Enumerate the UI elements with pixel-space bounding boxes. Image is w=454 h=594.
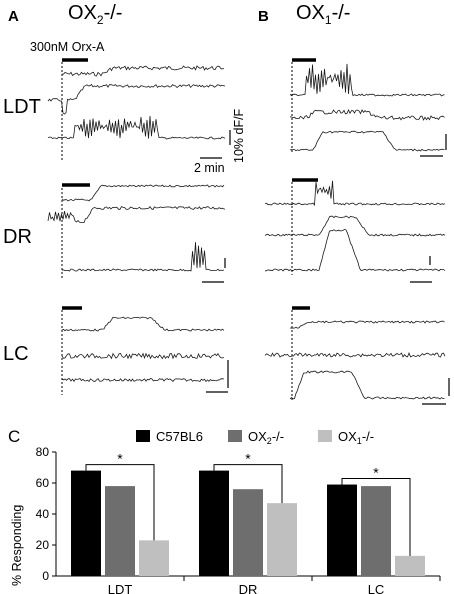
bar-lc-series-0 (327, 485, 357, 576)
bar-ldt-series-1 (105, 486, 135, 576)
traces-panel (0, 0, 454, 420)
bar-dr-series-1 (233, 489, 263, 576)
legend-swatch-2 (318, 430, 332, 442)
x-tick-label: LDT (108, 582, 133, 594)
trace-ldt-a-2 (48, 85, 225, 115)
trace-lc-a-3 (62, 379, 224, 382)
trace-dr-a-2 (48, 207, 225, 223)
y-tick-label: 60 (36, 476, 50, 490)
trace-dr-b-1 (265, 181, 445, 205)
bar-ldt-series-0 (71, 471, 101, 576)
trace-ldt-b-3 (290, 131, 445, 151)
x-axis: LDT DR LC (56, 576, 440, 594)
bar-lc-series-2 (395, 556, 425, 576)
trace-dr-a-3 (62, 242, 224, 271)
significance-star: * (373, 465, 379, 481)
trace-ldt-a-3 (48, 116, 225, 139)
y-axis: 0 20 40 60 80 (36, 445, 56, 583)
legend-label-2: OX1-/- (338, 429, 374, 446)
y-tick-label: 20 (36, 538, 50, 552)
y-axis-label: % Responding (10, 505, 24, 586)
legend-label-0: C57BL6 (156, 429, 203, 444)
trace-ldt-b-2 (290, 110, 445, 120)
trace-lc-b-3 (290, 371, 445, 399)
significance-star: * (117, 451, 123, 467)
bar-dr-series-0 (199, 471, 229, 576)
trace-dr-a-1 (62, 185, 224, 201)
y-tick-label: 0 (42, 569, 49, 583)
bar-lc-series-1 (361, 486, 391, 576)
significance-star: * (245, 451, 251, 467)
bar-ldt-series-2 (139, 540, 169, 576)
trace-lc-a-1 (62, 317, 224, 331)
y-tick-label: 80 (36, 445, 50, 459)
legend-label-1: OX2-/- (248, 429, 284, 446)
bar-marks (71, 471, 425, 576)
bar-chart: C57BL6 OX2-/- OX1-/- 0 20 40 60 80 LDT DR LC * * * (0, 420, 454, 594)
trace-lc-b-1 (290, 321, 445, 328)
y-tick-label: 40 (36, 507, 50, 521)
chart-legend: C57BL6 OX2-/- OX1-/- (136, 429, 374, 446)
x-tick-label: LC (368, 582, 385, 594)
legend-swatch-1 (228, 430, 242, 442)
trace-ldt-a-1 (62, 66, 224, 76)
trace-ldt-b-1 (290, 64, 445, 96)
x-tick-label: DR (239, 582, 258, 594)
trace-lc-a-2 (62, 354, 224, 359)
legend-swatch-0 (136, 430, 150, 442)
bar-dr-series-2 (267, 503, 297, 576)
